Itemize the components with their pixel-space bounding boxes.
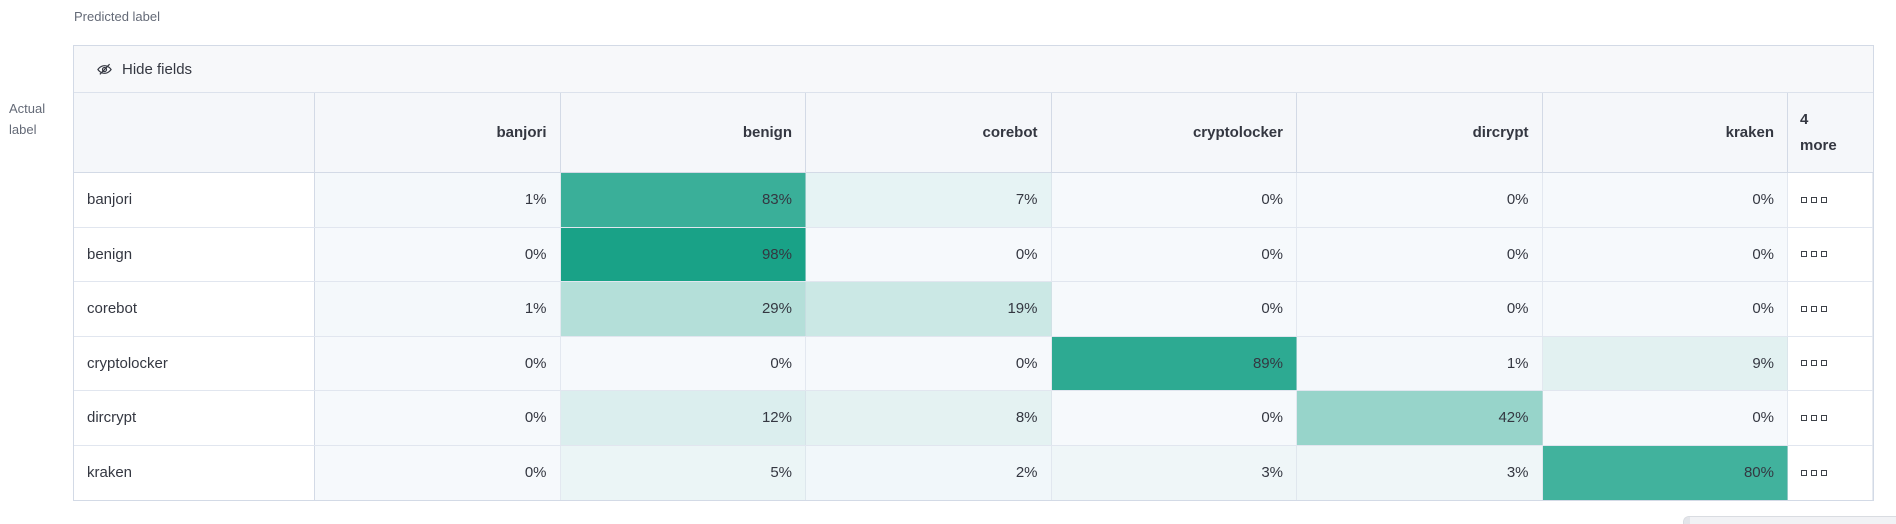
cell-cryptolocker-cryptolocker[interactable]: 89% [1051, 336, 1297, 390]
cell-banjori-kraken[interactable]: 0% [1542, 173, 1788, 227]
cell-cryptolocker-benign[interactable]: 0% [560, 336, 806, 390]
eye-closed-icon [96, 61, 113, 78]
cell-banjori-dircrypt[interactable]: 0% [1297, 173, 1543, 227]
cell-benign-corebot[interactable]: 0% [806, 227, 1052, 281]
cell-kraken-kraken[interactable]: 80% [1542, 445, 1788, 500]
table-row-corebot: corebot 1% 29% 19% 0% 0% 0% [74, 282, 1873, 337]
column-header-benign[interactable]: benign [561, 93, 806, 172]
cell-kraken-corebot[interactable]: 2% [806, 445, 1052, 500]
column-header-more[interactable]: 4 more [1800, 110, 1837, 154]
boxes-horizontal-icon [1801, 251, 1827, 258]
cell-corebot-benign[interactable]: 29% [560, 282, 806, 336]
table-row-dircrypt: dircrypt 0% 12% 8% 0% 42% 0% [74, 391, 1873, 446]
table-row-benign: benign 0% 98% 0% 0% 0% 0% [74, 227, 1873, 282]
boxes-horizontal-icon [1801, 414, 1827, 421]
cell-kraken-dircrypt[interactable]: 3% [1297, 445, 1543, 500]
actual-axis-label: Actual label [9, 101, 46, 137]
cell-dircrypt-corebot[interactable]: 8% [806, 391, 1052, 445]
cell-dircrypt-benign[interactable]: 12% [560, 391, 806, 445]
cell-benign-cryptolocker[interactable]: 0% [1051, 227, 1297, 281]
cell-cryptolocker-more[interactable] [1788, 336, 1873, 390]
grid-body: banjori 1% 83% 7% 0% 0% 0% benign 0% 98% 0% 0% 0% 0% c… [74, 173, 1873, 500]
cell-benign-more[interactable] [1788, 227, 1873, 281]
cell-banjori-corebot[interactable]: 7% [806, 173, 1052, 227]
cell-kraken-cryptolocker[interactable]: 3% [1051, 445, 1297, 500]
cell-kraken-benign[interactable]: 5% [560, 445, 806, 500]
row-label-benign[interactable]: benign [74, 227, 315, 281]
cell-dircrypt-dircrypt[interactable]: 42% [1297, 391, 1543, 445]
cell-cryptolocker-dircrypt[interactable]: 1% [1297, 336, 1543, 390]
cell-benign-dircrypt[interactable]: 0% [1297, 227, 1543, 281]
cell-banjori-banjori[interactable]: 1% [315, 173, 561, 227]
cell-kraken-more[interactable] [1788, 445, 1873, 500]
row-label-corebot[interactable]: corebot [74, 282, 315, 336]
hide-fields-button[interactable]: Hide fields [96, 61, 192, 78]
column-header-row: banjori benign corebot cryptolocker dircrypt… [74, 93, 1873, 173]
header-corner-cell [74, 93, 315, 172]
column-header-cryptolocker[interactable]: cryptolocker [1052, 93, 1297, 172]
row-label-banjori[interactable]: banjori [74, 173, 315, 227]
cell-dircrypt-kraken[interactable]: 0% [1542, 391, 1788, 445]
cell-benign-banjori[interactable]: 0% [315, 227, 561, 281]
column-header-corebot[interactable]: corebot [806, 93, 1052, 172]
grid-controls-bar: Hide fields [74, 46, 1873, 93]
row-label-kraken[interactable]: kraken [74, 445, 315, 500]
table-row-kraken: kraken 0% 5% 2% 3% 3% 80% [74, 445, 1873, 500]
boxes-horizontal-icon [1801, 360, 1827, 367]
cell-cryptolocker-corebot[interactable]: 0% [806, 336, 1052, 390]
table-row-cryptolocker: cryptolocker 0% 0% 0% 89% 1% 9% [74, 336, 1873, 391]
cell-cryptolocker-banjori[interactable]: 0% [315, 336, 561, 390]
row-label-dircrypt[interactable]: dircrypt [74, 391, 315, 445]
column-header-kraken[interactable]: kraken [1543, 93, 1788, 172]
column-header-dircrypt[interactable]: dircrypt [1297, 93, 1543, 172]
cell-corebot-dircrypt[interactable]: 0% [1297, 282, 1543, 336]
cell-dircrypt-more[interactable] [1788, 391, 1873, 445]
boxes-horizontal-icon [1801, 196, 1827, 203]
scrollbar-thumb-cap [1684, 517, 1690, 524]
boxes-horizontal-icon [1801, 469, 1827, 476]
cell-dircrypt-banjori[interactable]: 0% [315, 391, 561, 445]
cell-corebot-kraken[interactable]: 0% [1542, 282, 1788, 336]
cell-banjori-benign[interactable]: 83% [560, 173, 806, 227]
cell-benign-benign[interactable]: 98% [560, 227, 806, 281]
cell-corebot-more[interactable] [1788, 282, 1873, 336]
hide-fields-label: Hide fields [122, 60, 193, 78]
cell-corebot-cryptolocker[interactable]: 0% [1051, 282, 1297, 336]
column-header-banjori[interactable]: banjori [315, 93, 561, 172]
predicted-axis-label: Predicted label [74, 9, 160, 24]
confusion-matrix-grid: Hide fields banjori benign corebot cryptolo… [73, 45, 1874, 501]
cell-kraken-banjori[interactable]: 0% [315, 445, 561, 500]
horizontal-scrollbar[interactable] [1683, 516, 1896, 524]
cell-banjori-more[interactable] [1788, 173, 1873, 227]
cell-cryptolocker-kraken[interactable]: 9% [1542, 336, 1788, 390]
cell-corebot-corebot[interactable]: 19% [806, 282, 1052, 336]
cell-corebot-banjori[interactable]: 1% [315, 282, 561, 336]
table-row-banjori: banjori 1% 83% 7% 0% 0% 0% [74, 173, 1873, 228]
cell-banjori-cryptolocker[interactable]: 0% [1051, 173, 1297, 227]
boxes-horizontal-icon [1801, 305, 1827, 312]
cell-dircrypt-cryptolocker[interactable]: 0% [1051, 391, 1297, 445]
cell-benign-kraken[interactable]: 0% [1542, 227, 1788, 281]
row-label-cryptolocker[interactable]: cryptolocker [74, 336, 315, 390]
